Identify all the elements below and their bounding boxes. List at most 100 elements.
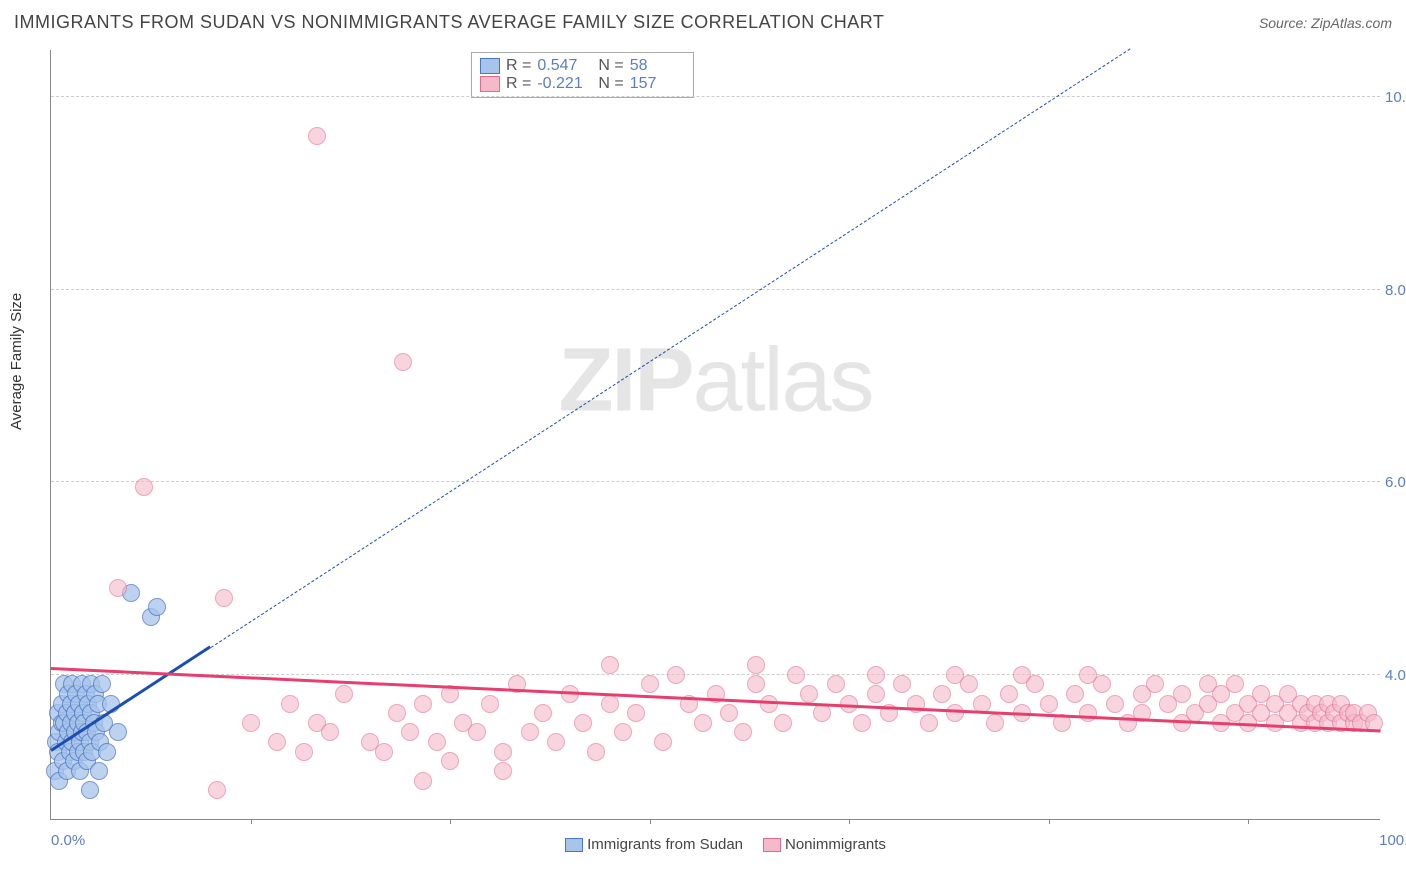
scatter-point-nonimm [1093,675,1111,693]
stats-swatch [480,58,500,74]
scatter-point-nonimm [827,675,845,693]
scatter-point-nonimm [521,723,539,741]
scatter-point-nonimm [853,714,871,732]
stats-r-value: 0.547 [537,57,592,75]
gridline-h [51,96,1380,97]
stats-r-label: R = [506,75,531,93]
y-tick-label: 8.00 [1385,282,1406,299]
scatter-point-nonimm [494,762,512,780]
legend-swatch [565,838,583,852]
scatter-point-nonimm [534,704,552,722]
scatter-point-nonimm [627,704,645,722]
regression-line [210,48,1130,648]
scatter-point-nonimm [694,714,712,732]
scatter-point-nonimm [1066,685,1084,703]
scatter-point-nonimm [1226,675,1244,693]
x-tick [650,819,651,824]
scatter-point-nonimm [867,666,885,684]
scatter-point-nonimm [414,772,432,790]
scatter-point-nonimm [295,743,313,761]
scatter-point-nonimm [335,685,353,703]
legend-bottom: Immigrants from SudanNonimmigrants [51,836,1380,853]
scatter-point-nonimm [242,714,260,732]
source-attribution: Source: ZipAtlas.com [1259,15,1392,31]
scatter-point-nonimm [547,733,565,751]
gridline-h [51,481,1380,482]
scatter-point-nonimm [614,723,632,741]
scatter-point-nonimm [1173,685,1191,703]
scatter-point-nonimm [813,704,831,722]
scatter-point-nonimm [601,656,619,674]
stats-r-value: -0.221 [537,75,592,93]
scatter-point-sudan [148,598,166,616]
scatter-point-sudan [98,743,116,761]
scatter-point-nonimm [1040,695,1058,713]
scatter-point-nonimm [1106,695,1124,713]
chart-title: IMMIGRANTS FROM SUDAN VS NONIMMIGRANTS A… [14,12,884,33]
scatter-point-nonimm [281,695,299,713]
scatter-point-nonimm [747,675,765,693]
scatter-point-sudan [93,675,111,693]
scatter-point-nonimm [734,723,752,741]
scatter-point-nonimm [587,743,605,761]
scatter-point-nonimm [747,656,765,674]
scatter-point-nonimm [946,704,964,722]
scatter-point-nonimm [215,589,233,607]
scatter-point-nonimm [494,743,512,761]
scatter-point-nonimm [1000,685,1018,703]
stats-n-value: 157 [630,75,685,93]
scatter-point-nonimm [135,478,153,496]
x-tick [849,819,850,824]
scatter-point-nonimm [1146,675,1164,693]
stats-r-label: R = [506,57,531,75]
header: IMMIGRANTS FROM SUDAN VS NONIMMIGRANTS A… [14,12,1392,33]
scatter-point-nonimm [893,675,911,693]
stats-row: R = -0.221 N = 157 [480,75,685,93]
scatter-point-nonimm [1079,704,1097,722]
y-tick-label: 4.00 [1385,667,1406,684]
scatter-point-sudan [81,781,99,799]
scatter-chart: ZIPatlas R =0.547N =58R =-0.221N =157 Im… [50,50,1380,820]
x-tick [1049,819,1050,824]
scatter-point-nonimm [109,579,127,597]
scatter-point-nonimm [601,695,619,713]
x-tick-label-min: 0.0% [51,832,85,849]
scatter-point-sudan [109,723,127,741]
stats-swatch [480,76,500,92]
scatter-point-nonimm [428,733,446,751]
legend-label: Nonimmigrants [785,836,886,853]
scatter-point-nonimm [208,781,226,799]
scatter-point-nonimm [1026,675,1044,693]
scatter-point-nonimm [933,685,951,703]
stats-n-label: N = [598,75,623,93]
scatter-point-nonimm [414,695,432,713]
scatter-point-nonimm [394,353,412,371]
scatter-point-nonimm [268,733,286,751]
stats-n-value: 58 [630,57,685,75]
x-tick [1248,819,1249,824]
scatter-point-sudan [90,762,108,780]
y-tick-label: 10.00 [1385,89,1406,106]
scatter-point-nonimm [667,666,685,684]
scatter-point-nonimm [654,733,672,751]
scatter-point-nonimm [867,685,885,703]
x-tick [251,819,252,824]
scatter-point-nonimm [960,675,978,693]
y-tick-label: 6.00 [1385,474,1406,491]
stats-legend-box: R = 0.547 N = 58R = -0.221 N = 157 [471,52,694,98]
scatter-point-nonimm [308,127,326,145]
x-tick [450,819,451,824]
scatter-point-nonimm [388,704,406,722]
legend-swatch [763,838,781,852]
scatter-point-nonimm [920,714,938,732]
y-axis-label: Average Family Size [8,293,25,430]
scatter-point-nonimm [986,714,1004,732]
gridline-h [51,674,1380,675]
scatter-point-nonimm [641,675,659,693]
scatter-point-nonimm [774,714,792,732]
scatter-point-nonimm [481,695,499,713]
scatter-point-nonimm [321,723,339,741]
gridline-h [51,289,1380,290]
scatter-point-nonimm [441,752,459,770]
scatter-point-nonimm [468,723,486,741]
